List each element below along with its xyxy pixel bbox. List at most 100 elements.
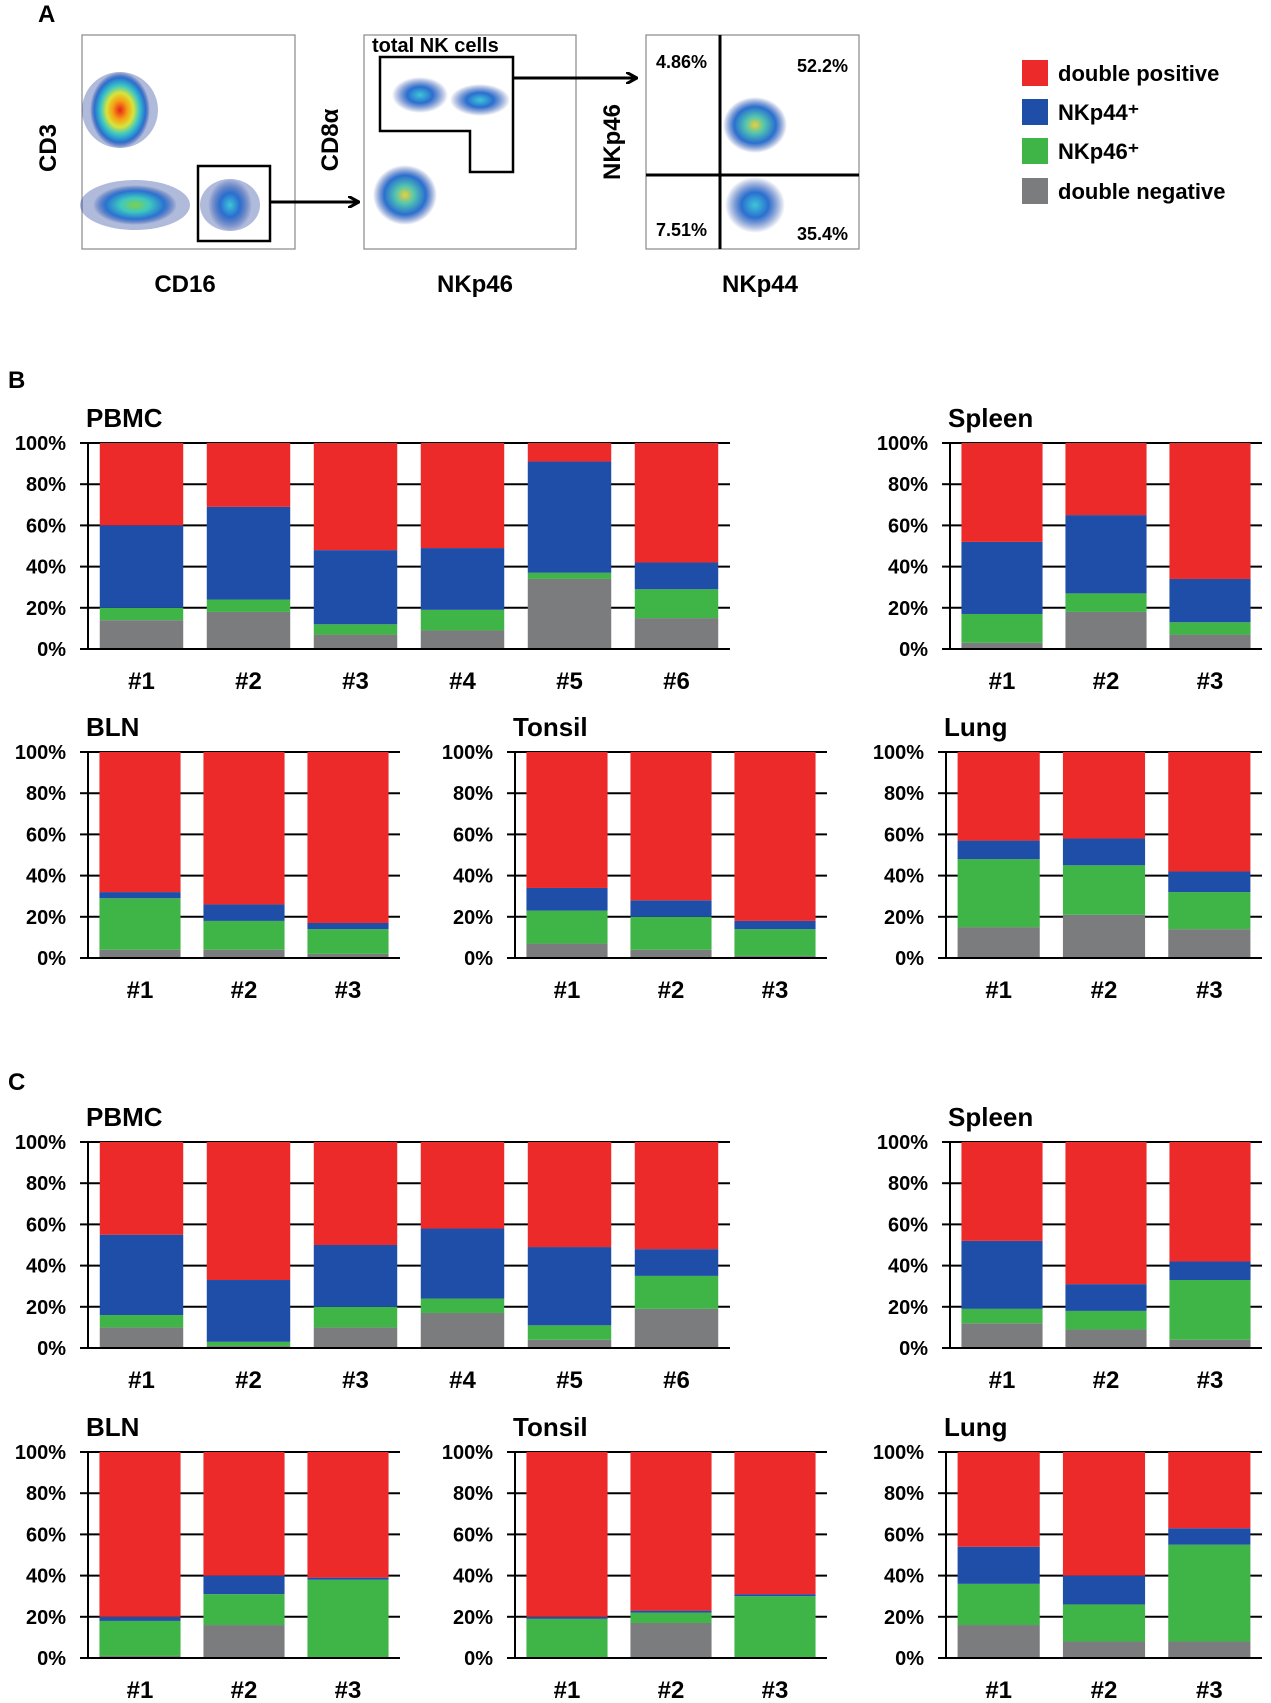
x-tick-label: #3 bbox=[335, 977, 362, 1004]
x-tick-label: #3 bbox=[1196, 1677, 1223, 1703]
y-tick-label: 40% bbox=[888, 1256, 928, 1278]
bar-segment-nkp46 bbox=[734, 1596, 816, 1658]
y-tick-label: 40% bbox=[884, 866, 924, 888]
bar-segment-nkp44 bbox=[99, 525, 184, 608]
bar-segment-double-positive bbox=[630, 752, 712, 901]
bar-segment-nkp44 bbox=[630, 900, 712, 917]
y-tick-label: 80% bbox=[888, 1173, 928, 1195]
y-tick-label: 20% bbox=[453, 907, 493, 929]
y-tick-label: 100% bbox=[442, 742, 493, 764]
y-tick-label: 0% bbox=[899, 1338, 928, 1360]
bar-segment-nkp46 bbox=[1168, 1544, 1251, 1642]
legend-label-nkp46: NKp46⁺ bbox=[1058, 139, 1139, 164]
plot2-ylabel: CD8α bbox=[317, 108, 344, 171]
plot3-ylabel: NKp46 bbox=[599, 104, 626, 180]
legend-label-nkp44: NKp44⁺ bbox=[1058, 100, 1139, 125]
y-tick-label: 20% bbox=[26, 598, 66, 620]
bar-segment-double-positive bbox=[313, 1142, 398, 1245]
quadrant-lr: 35.4% bbox=[797, 224, 848, 244]
bar-segment-double-negative bbox=[203, 949, 285, 958]
bar-segment-double-positive bbox=[1065, 1142, 1147, 1285]
legend-swatch-nkp46 bbox=[1022, 138, 1048, 164]
legend-item-double-positive: double positive bbox=[1022, 60, 1219, 86]
bar-segment-double-positive bbox=[99, 443, 184, 526]
bar-segment-double-positive bbox=[734, 1452, 816, 1595]
y-tick-label: 40% bbox=[453, 1566, 493, 1588]
bar-segment-nkp46 bbox=[957, 1583, 1040, 1626]
y-tick-label: 20% bbox=[26, 1297, 66, 1319]
y-tick-label: 40% bbox=[453, 866, 493, 888]
bar-segment-nkp46 bbox=[206, 1341, 291, 1346]
y-tick-label: 60% bbox=[888, 515, 928, 537]
y-tick-label: 60% bbox=[884, 824, 924, 846]
bar-segment-nkp46 bbox=[99, 898, 181, 950]
bar-segment-nkp46 bbox=[99, 607, 184, 621]
bar-segment-double-negative bbox=[961, 642, 1043, 649]
y-tick-label: 40% bbox=[888, 557, 928, 579]
bar-segment-nkp46 bbox=[1065, 593, 1147, 612]
bar-segment-nkp44 bbox=[526, 1616, 608, 1619]
bar-segment-double-negative bbox=[99, 949, 181, 958]
x-tick-label: #2 bbox=[235, 668, 262, 695]
y-tick-label: 60% bbox=[884, 1524, 924, 1546]
x-tick-label: #2 bbox=[1093, 668, 1120, 695]
bar-segment-double-negative bbox=[99, 1655, 181, 1658]
chart-b-bln: BLN 0% 20% 40% 60% 80% 100% #1 #2 #3 bbox=[15, 712, 400, 1004]
y-tick-label: 0% bbox=[464, 948, 493, 970]
legend-label-double-positive: double positive bbox=[1058, 61, 1219, 86]
bar-segment-nkp44 bbox=[1168, 1528, 1251, 1545]
y-tick-label: 60% bbox=[26, 824, 66, 846]
chart-title: Spleen bbox=[948, 403, 1033, 433]
bar-segment-double-positive bbox=[630, 1452, 712, 1611]
y-tick-label: 80% bbox=[26, 1173, 66, 1195]
chart-b-tonsil: Tonsil 0% 20% 40% 60% 80% 100% #1 #2 #3 bbox=[442, 712, 827, 1004]
chart-title: Tonsil bbox=[513, 712, 588, 742]
bar-segment-nkp44 bbox=[313, 550, 398, 625]
y-tick-label: 0% bbox=[899, 639, 928, 661]
bar-segment-nkp44 bbox=[420, 548, 505, 610]
plot1-xlabel: CD16 bbox=[154, 271, 215, 298]
bar-segment-nkp44 bbox=[961, 541, 1043, 614]
bar-segment-double-negative bbox=[961, 1323, 1043, 1348]
bar-segment-double-positive bbox=[99, 752, 181, 893]
gate-label: total NK cells bbox=[372, 35, 499, 57]
bar-segment-double-positive bbox=[307, 1452, 389, 1578]
chart-c-spleen: Spleen 0% 20% 40% 60% 80% 100% #1 #2 #3 bbox=[877, 1102, 1262, 1394]
bar-segment-nkp44 bbox=[634, 562, 719, 590]
bar-segment-double-negative bbox=[634, 618, 719, 649]
plot1-ylabel: CD3 bbox=[35, 124, 62, 172]
chart-title: Tonsil bbox=[513, 1412, 588, 1442]
chart-c-pbmc: PBMC 0% 20% 40% 60% 80% 100% #1 #2 #3 #4 #5 #6 bbox=[15, 1102, 730, 1394]
bar-segment-double-positive bbox=[957, 1452, 1040, 1547]
bar-segment-nkp46 bbox=[99, 1620, 181, 1656]
y-tick-label: 60% bbox=[453, 1524, 493, 1546]
bar-segment-nkp44 bbox=[203, 904, 285, 921]
bar-segment-nkp46 bbox=[634, 1275, 719, 1309]
y-tick-label: 100% bbox=[15, 433, 66, 455]
bar-segment-nkp44 bbox=[99, 892, 181, 899]
bar-segment-double-positive bbox=[957, 752, 1040, 841]
bar-segment-double-negative bbox=[206, 1345, 291, 1348]
legend: double positive NKp44⁺ NKp46⁺ double neg… bbox=[1022, 60, 1225, 204]
quadrant-ll: 7.51% bbox=[656, 220, 707, 240]
y-tick-label: 60% bbox=[26, 1214, 66, 1236]
bar-segment-nkp46 bbox=[961, 613, 1043, 643]
legend-swatch-double-positive bbox=[1022, 60, 1048, 86]
bar-segment-nkp46 bbox=[734, 929, 816, 956]
bar-segment-double-positive bbox=[420, 443, 505, 549]
y-tick-label: 20% bbox=[884, 907, 924, 929]
x-tick-label: #5 bbox=[556, 1367, 583, 1394]
bar-segment-nkp46 bbox=[99, 1315, 184, 1328]
chart-b-lung: Lung 0% 20% 40% 60% 80% 100% #1 #2 #3 bbox=[873, 712, 1262, 1004]
bar-segment-double-positive bbox=[961, 1142, 1043, 1241]
bar-segment-nkp44 bbox=[526, 887, 608, 911]
bar-segment-double-negative bbox=[313, 1327, 398, 1348]
x-tick-label: #1 bbox=[554, 1677, 581, 1703]
bar-segment-nkp46 bbox=[1062, 865, 1146, 915]
bar-segment-double-negative bbox=[1168, 929, 1251, 958]
y-tick-label: 20% bbox=[26, 907, 66, 929]
bar-segment-nkp46 bbox=[527, 572, 612, 579]
x-tick-label: #1 bbox=[985, 1677, 1012, 1703]
legend-item-nkp44: NKp44⁺ bbox=[1022, 99, 1139, 125]
y-tick-label: 20% bbox=[888, 598, 928, 620]
